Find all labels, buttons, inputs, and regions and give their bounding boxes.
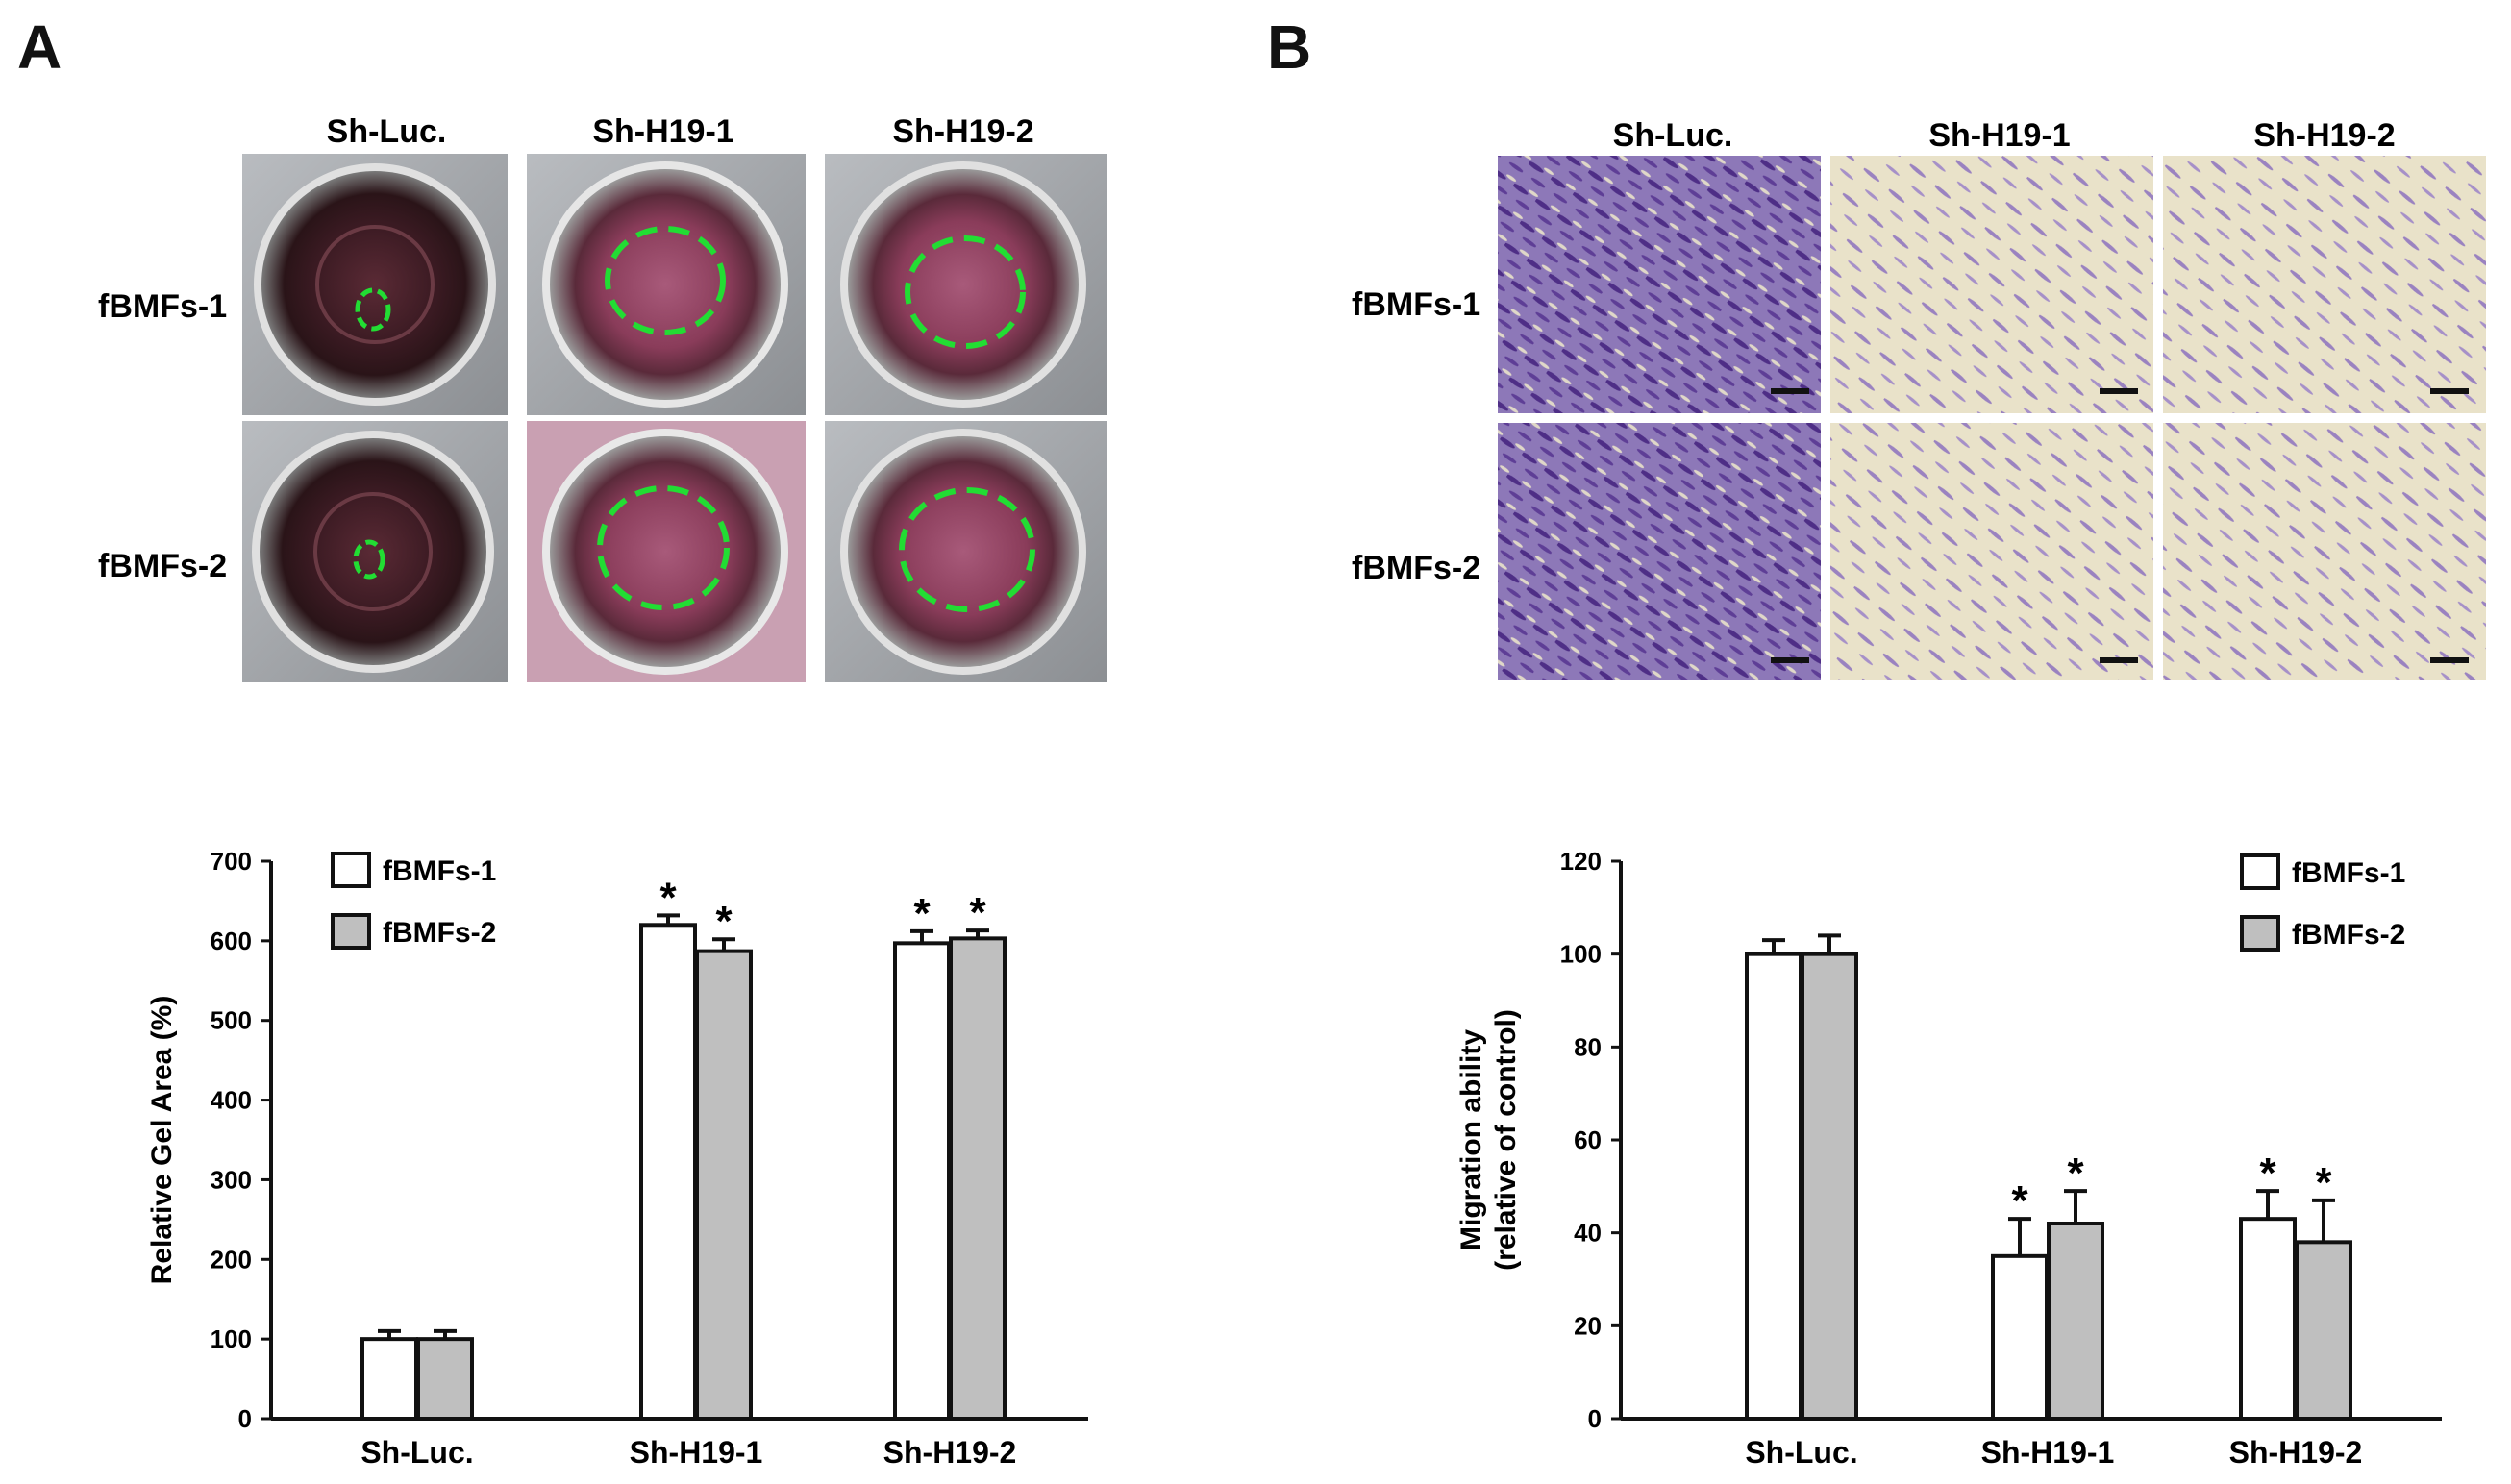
y-tick-label: 100	[1560, 940, 1602, 969]
scale-bar	[2430, 657, 2469, 663]
panel-b-col-label: Sh-Luc.	[1613, 117, 1733, 154]
panel-b-row-label: fBMFs-1	[1352, 286, 1480, 323]
legend-swatch	[2240, 853, 2280, 890]
y-tick-label: 20	[1574, 1311, 1602, 1340]
bar	[1801, 952, 1858, 1422]
x-category-label: Sh-Luc.	[360, 1435, 473, 1470]
panel-b-image-grid: Sh-Luc. Sh-H19-1 Sh-H19-2 fBMFs-1 fBMFs-…	[1352, 117, 2486, 680]
x-category-label: Sh-H19-2	[883, 1435, 1017, 1470]
x-category-label: Sh-H19-1	[1981, 1435, 2115, 1470]
bar	[1745, 952, 1802, 1422]
scale-bar	[1771, 388, 1809, 394]
dish-image-fbmfs2-shh19-1	[527, 421, 806, 682]
panel-a-col-label: Sh-Luc.	[327, 113, 447, 150]
gel-outline	[355, 287, 391, 332]
y-tick-label: 400	[211, 1086, 252, 1115]
micrograph-fbmfs1-shluc	[1498, 156, 1821, 413]
gel-outline	[597, 485, 730, 610]
legend-swatch	[331, 852, 371, 888]
y-tick-label: 80	[1574, 1032, 1602, 1061]
significance-marker: *	[2315, 1159, 2332, 1206]
micrograph-fbmfs2-shluc	[1498, 423, 1821, 680]
micrograph-fbmfs1-shh19-1	[1830, 156, 2153, 413]
panel-a-letter: A	[17, 12, 62, 82]
panel-a-col-label: Sh-H19-2	[892, 113, 1033, 150]
bar	[695, 949, 753, 1422]
dish-image-fbmfs2-shh19-2	[825, 421, 1107, 682]
dish-image-fbmfs1-shh19-2	[825, 154, 1107, 415]
y-tick-label: 700	[211, 847, 252, 876]
legend-swatch	[2240, 915, 2280, 952]
y-axis-title: Relative Gel Area (%)	[146, 996, 178, 1285]
scale-bar	[2100, 388, 2138, 394]
significance-marker: *	[913, 890, 931, 937]
x-category-label: Sh-H19-1	[630, 1435, 763, 1470]
bar	[2047, 1222, 2104, 1421]
gel-outline	[353, 539, 385, 580]
y-tick-label: 200	[211, 1245, 252, 1274]
y-tick-label: 300	[211, 1165, 252, 1194]
legend-label: fBMFs-1	[383, 855, 496, 887]
panel-a-col-label: Sh-H19-1	[592, 113, 733, 150]
gel-outline	[905, 235, 1026, 349]
y-tick-label: 0	[1588, 1404, 1602, 1433]
y-tick-label: 100	[211, 1324, 252, 1353]
significance-marker: *	[659, 874, 677, 921]
x-category-label: Sh-H19-2	[2229, 1435, 2363, 1470]
gel-outline	[899, 487, 1035, 612]
micrograph-fbmfs1-shh19-2	[2163, 156, 2486, 413]
gel-outline	[605, 226, 726, 335]
panel-b-row-label: fBMFs-2	[1352, 550, 1480, 586]
micrograph-fbmfs2-shh19-2	[2163, 423, 2486, 680]
panel-b-col-label: Sh-H19-2	[2253, 117, 2395, 154]
micrograph-fbmfs2-shh19-1	[1830, 423, 2153, 680]
y-tick-label: 0	[238, 1404, 252, 1433]
panel-b-col-label: Sh-H19-1	[1928, 117, 2070, 154]
dish-image-fbmfs2-shluc	[242, 421, 508, 682]
panel-a-row-label: fBMFs-1	[98, 288, 227, 325]
dish-image-fbmfs1-shluc	[242, 154, 508, 415]
legend-label: fBMFs-2	[383, 917, 496, 949]
y-tick-label: 500	[211, 1006, 252, 1035]
dish-image-fbmfs1-shh19-1	[527, 154, 806, 415]
y-tick-label: 600	[211, 927, 252, 955]
y-tick-label: 40	[1574, 1219, 1602, 1248]
bar	[639, 923, 697, 1421]
significance-marker: *	[2011, 1177, 2028, 1224]
significance-marker: *	[969, 889, 986, 936]
y-tick-label: 120	[1560, 847, 1602, 876]
bar	[2239, 1217, 2297, 1421]
panel-a-row-label: fBMFs-2	[98, 548, 227, 584]
bar	[2295, 1240, 2352, 1422]
y-axis-title: Migration ability	[1455, 1029, 1487, 1250]
bar	[416, 1337, 474, 1421]
significance-marker: *	[2259, 1150, 2276, 1197]
legend-label: fBMFs-2	[2292, 919, 2405, 951]
scale-bar	[2430, 388, 2469, 394]
panel-b-letter: B	[1267, 12, 1312, 82]
significance-marker: *	[2067, 1150, 2084, 1197]
significance-marker: *	[715, 898, 733, 945]
bar	[893, 941, 951, 1421]
x-category-label: Sh-Luc.	[1745, 1435, 1857, 1470]
scale-bar	[2100, 657, 2138, 663]
legend-swatch	[331, 913, 371, 950]
bar	[1991, 1253, 2049, 1422]
scale-bar	[1771, 657, 1809, 663]
legend-label: fBMFs-1	[2292, 857, 2405, 889]
y-axis-subtitle: (relative of control)	[1490, 1009, 1522, 1271]
y-tick-label: 60	[1574, 1125, 1602, 1154]
panel-a-image-grid: Sh-Luc. Sh-H19-1 Sh-H19-2 fBMFs-1 fBMFs-…	[98, 113, 1107, 682]
